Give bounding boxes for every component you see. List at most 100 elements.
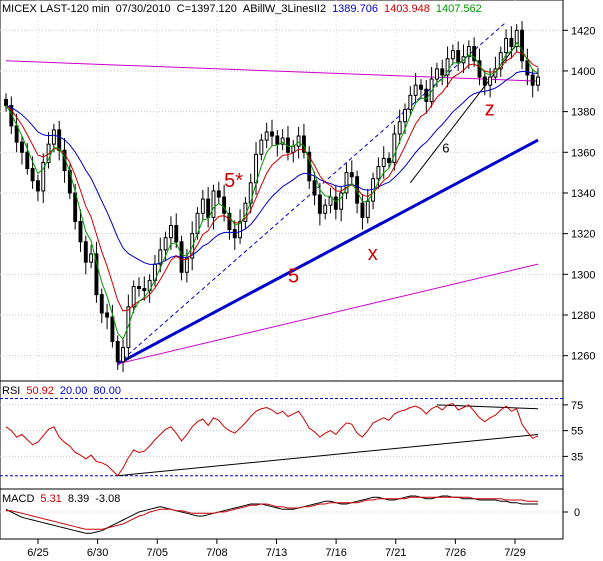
candle-body <box>301 135 306 153</box>
candle-body <box>73 192 78 222</box>
candle-body <box>174 225 179 243</box>
candle-body <box>477 60 482 78</box>
candle-body <box>168 225 173 239</box>
wave-label: z <box>485 99 495 121</box>
x-tick-label: 6/25 <box>27 547 48 559</box>
candle-body <box>57 129 62 151</box>
rsi-panel: 35 55 75 RSI 50.92 20.00 80.00 <box>0 380 583 490</box>
candle-body <box>333 196 338 210</box>
candle-body <box>115 340 120 363</box>
macd-signal-line <box>6 496 538 530</box>
candle-body <box>89 253 94 263</box>
rsi-trendlines <box>117 404 539 477</box>
price-title-text-part: MICEX LAST-120 min <box>2 3 110 15</box>
price-y-tick-label: 1300 <box>571 269 595 281</box>
macd-label-text-part: MACD <box>2 493 34 505</box>
candle-body <box>14 125 19 143</box>
price-annotations: 5* 5 x 6 z <box>224 99 495 288</box>
candle-body <box>440 68 445 76</box>
candle-body <box>20 141 24 153</box>
rsi-levels <box>0 397 563 477</box>
candle-body <box>408 94 413 111</box>
candle-body <box>392 133 397 163</box>
rsi-line <box>5 403 539 477</box>
candle-body <box>349 172 354 178</box>
candle-body <box>131 286 136 308</box>
rsi-y-tick-label: 75 <box>571 400 583 412</box>
candle-body <box>30 168 35 182</box>
candle-body <box>296 135 301 147</box>
candle-body <box>445 58 450 76</box>
x-tick-label: 7/08 <box>206 547 227 559</box>
rsi-label-text-part: 50.92 <box>26 385 54 397</box>
title-background <box>1 1 546 15</box>
price-y-tick-label: 1400 <box>571 66 595 78</box>
candle-body <box>46 143 51 163</box>
price-y-tick-label: 1340 <box>571 188 595 200</box>
price-grid <box>0 0 563 539</box>
candle-body <box>105 312 110 318</box>
rsi-trend-line <box>117 433 539 477</box>
candle-body <box>259 139 264 155</box>
price-y-tick-label: 1260 <box>571 351 595 363</box>
candle-body <box>328 196 333 206</box>
candle-body <box>78 220 83 243</box>
candle-body <box>397 121 402 135</box>
candle-body <box>424 88 429 102</box>
macd-label-text-part: 5.31 <box>40 493 61 505</box>
candle-body <box>307 151 312 182</box>
candle-body <box>4 98 8 107</box>
candle-body <box>110 316 115 342</box>
candle-body <box>381 157 386 168</box>
price-title-text: MICEX LAST-120 min 07/30/2010 C=1397.120 AB… <box>2 3 482 15</box>
rsi-trend-line <box>436 404 539 410</box>
x-tick-label: 7/21 <box>385 547 406 559</box>
trend-line <box>117 138 539 366</box>
x-tick-label: 7/26 <box>445 547 466 559</box>
candle-body <box>466 46 471 58</box>
macd-y-tick-label: 0 <box>574 507 580 519</box>
macd-y-axis: 0 <box>563 507 580 519</box>
candle-body <box>419 84 423 90</box>
candle-body <box>376 166 381 180</box>
price-title-text-part: ABillW_3LinesII2 <box>243 3 326 15</box>
rsi-label-background <box>1 383 141 396</box>
x-tick-label: 7/05 <box>147 547 168 559</box>
candle-body <box>530 74 535 86</box>
candle-body <box>25 151 30 170</box>
price-y-tick-label: 1320 <box>571 229 595 241</box>
candle-body <box>222 196 227 214</box>
candle-body <box>291 145 296 153</box>
candle-body <box>403 109 407 123</box>
price-trendlines <box>5 21 539 366</box>
rsi-series-line <box>5 403 539 477</box>
rsi-label: RSI 50.92 20.00 80.00 <box>1 383 141 397</box>
wave-label: x <box>368 243 378 265</box>
wave-label: 6 <box>442 140 449 155</box>
candle-body <box>264 131 269 141</box>
rsi-label-text-part: 20.00 <box>60 385 88 397</box>
rsi-label-text-part: RSI <box>2 385 20 397</box>
macd-label: MACD 5.31 8.39 -3.08 <box>1 491 141 505</box>
macd-panel: 0 MACD 5.31 8.39 -3.08 <box>0 488 580 540</box>
candle-body <box>270 131 274 137</box>
candle-body <box>121 347 125 363</box>
macd-label-text: MACD 5.31 8.39 -3.08 <box>2 493 120 505</box>
candle-body <box>456 50 461 64</box>
candle-body <box>184 257 189 273</box>
price-title-text-part: C=1397.120 <box>177 3 237 15</box>
candle-body <box>434 68 439 80</box>
trend-line <box>117 263 539 365</box>
macd-label-text-part: -3.08 <box>95 493 120 505</box>
price-title-text-part: 07/30/2010 <box>116 3 171 15</box>
price-candles <box>4 21 540 372</box>
candle-body <box>51 129 56 145</box>
candle-body <box>238 220 243 239</box>
candle-body <box>413 84 418 96</box>
candle-body <box>536 76 540 86</box>
macd-lines <box>5 495 538 534</box>
moving-average-line <box>5 70 539 265</box>
candle-body <box>509 37 514 48</box>
